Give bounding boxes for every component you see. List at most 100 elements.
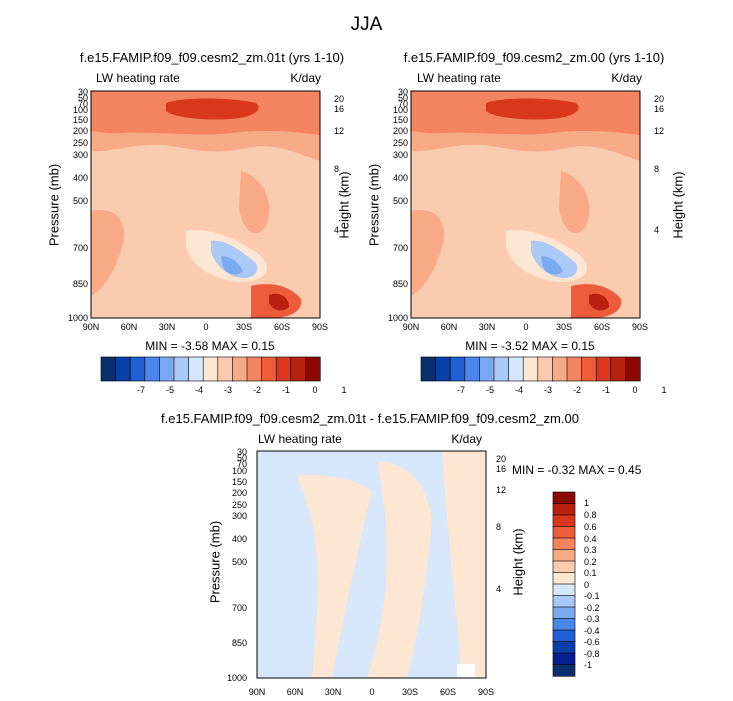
panel2-lat-tick: 30N [478,322,496,332]
colorbar2-label: 0 [632,385,638,395]
panel2-height-tick: 4 [654,225,660,235]
colorbar3-label: 1 [584,498,590,508]
panel1-pressure-tick: 500 [72,196,88,206]
colorbar-swatch [144,356,160,382]
colorbar1-label: -7 [136,385,145,395]
panel2-units-label: K/day [611,71,642,85]
colorbar-swatch [552,560,576,574]
panel3-height-tick: 12 [496,485,507,495]
colorbar3-label: -0.8 [584,649,600,659]
panel1-mid-warm [239,171,270,234]
panel2-y2-axis-title: Height (km) [670,171,686,239]
colorbar3-label: 0.3 [584,545,597,555]
panel3-lat-tick: 0 [369,687,375,697]
colorbar-swatch [581,356,597,382]
panel2-height-tick: 8 [654,164,660,174]
panel2-lat-tick: 30S [555,322,572,332]
colorbar1-label: -4 [194,385,203,395]
colorbar-swatch [159,356,175,382]
panel3-frame [256,450,487,679]
colorbar-swatch [188,356,204,382]
panel1-height-tick: 4 [334,225,340,235]
panel1-lat-tick: 30S [235,322,252,332]
panel1-pressure-tick: 1000 [67,313,88,323]
panel3-units-label: K/day [451,432,482,446]
colorbar3-label: 0.8 [584,510,597,520]
panel2-pressure-tick: 500 [392,196,408,206]
panel3-minmax: MIN = -0.32 MAX = 0.45 [512,463,642,477]
panel3-pressure-tick: 250 [231,500,247,510]
panel2-height-tick: 12 [654,126,665,136]
panel2-cool [531,240,578,279]
colorbar-swatch [449,356,466,382]
colorbar1-label: -1 [281,385,290,395]
colorbar-swatch [552,641,576,654]
panel2-mid-warm [559,171,590,234]
panel1-pressure-tick: 100 [72,105,88,115]
panel2-cool-core [541,256,563,275]
panel2-height-tick: 20 [654,94,665,104]
panel3-lat-tick: 90N [248,687,266,697]
panel1-title: f.e15.FAMIP.f09_f09.cesm2_zm.01t (yrs 1-… [79,50,345,65]
colorbar2-label: -5 [485,385,494,395]
panel1-pressure-tick: 50 [77,93,88,103]
colorbar-swatch [537,356,554,382]
panel3-pressure-tick: 300 [231,511,247,521]
panel3-lat-tick: 60S [439,687,456,697]
panel1-plot [90,90,321,319]
panel1-frame [90,90,321,319]
panel3-pressure-tick: 150 [231,477,247,487]
panel2-pressure-tick: 100 [392,105,408,115]
colorbar-swatch [566,356,583,382]
panel3-plot [256,450,487,679]
panel1-pressure-tick: 700 [72,243,88,253]
panel3-variable-label: LW heating rate [258,432,342,446]
colorbar3-label: 0 [584,580,590,590]
panel2-lower-warm [411,210,445,296]
colorbar2-label: -1 [601,385,610,395]
panel1-core [166,98,259,120]
colorbar-swatch [261,356,277,382]
panel2-lat-tick: 60S [593,322,610,332]
panel3-pressure-tick: 700 [231,603,247,613]
panel3-blank-patch [457,664,475,678]
main-title: JJA [350,14,383,35]
panel3-height-tick: 8 [496,522,502,532]
panel1-units-label: K/day [290,71,321,85]
colorbar-swatch [552,606,576,620]
panel2-title: f.e15.FAMIP.f09_f09.cesm2_zm.00 (yrs 1-1… [403,50,665,65]
panel2-plot [410,90,641,319]
colorbar-swatch [246,356,263,382]
colorbar-swatch [552,537,576,551]
panel1-variable-label: LW heating rate [96,71,180,85]
panel3-height-tick: 20 [496,454,507,464]
colorbar-swatch [552,503,576,516]
colorbar-swatch [625,356,641,382]
panel3-pressure-tick: 200 [231,488,247,498]
panel1-lat-tick: 30N [158,322,176,332]
panel2-pressure-tick: 850 [392,279,408,289]
panel2-pressure-tick: 200 [392,126,408,136]
panel3-lat-tick: 30N [324,687,342,697]
colorbar-swatch [522,356,539,382]
panel1-pressure-tick: 70 [77,99,88,109]
colorbar-swatch [595,356,612,382]
colorbar-swatch [610,356,627,382]
colorbar3-label: 0.1 [584,568,597,578]
panel2-core [486,98,579,120]
colorbar-swatch [464,356,480,382]
panel3-lat-tick: 90S [477,687,494,697]
colorbar-swatch [217,356,234,382]
panel2-pressure-tick: 30 [397,87,408,97]
colorbar-swatch [173,356,190,382]
panel1-cool-core [221,256,243,275]
colorbar1-label: 0 [312,385,318,395]
panel2-pressure-tick: 400 [392,173,408,183]
panel1-lat-tick: 60S [273,322,290,332]
colorbar3-label: 0.2 [584,557,597,567]
colorbar3-label: -0.3 [584,614,600,624]
colorbar-swatch [493,356,510,382]
panel3-pressure-tick: 70 [236,459,247,469]
colorbar-swatch [100,356,117,382]
panel1-surface-core [269,293,289,311]
